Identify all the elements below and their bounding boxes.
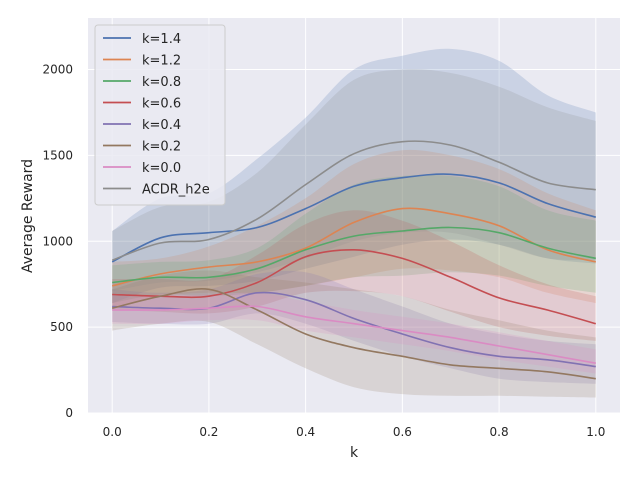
band-k-0-4 (112, 270, 596, 384)
x-axis-ticks: 0.0 0.2 0.4 0.6 0.8 1.0 (103, 425, 606, 439)
legend-label-k-1-4: k=1.4 (142, 32, 181, 47)
band-k-1-2 (112, 149, 596, 309)
legend-label-acdr-h2e: ACDR_h2e (142, 183, 210, 198)
y-axis-label: Average Reward (20, 159, 36, 273)
line-k-0-2 (112, 288, 596, 380)
line-k-1-4 (111, 173, 597, 263)
x-tick-label: 0.4 (296, 425, 315, 439)
line-k-0-0 (112, 305, 596, 364)
line-k-0-8 (112, 226, 596, 284)
line-k-0-6 (112, 248, 597, 325)
band-k-0-8 (112, 174, 596, 304)
legend-label-k-0-0: k=0.0 (142, 161, 181, 176)
y-tick-label: 1500 (42, 148, 73, 162)
legend-label-k-1-2: k=1.2 (142, 54, 181, 69)
x-tick-label: 0.2 (199, 425, 218, 439)
x-tick-label: 0.0 (103, 425, 122, 439)
x-axis-label: k (350, 445, 359, 461)
x-tick-label: 1.0 (586, 425, 605, 439)
legend-box (94, 24, 226, 206)
x-tick-label: 0.8 (490, 425, 509, 439)
y-tick-label: 0 (65, 406, 73, 420)
y-tick-label: 2000 (42, 63, 73, 77)
legend-label-k-0-8: k=0.8 (142, 75, 181, 90)
y-axis-ticks: 0 500 1000 1500 2000 (42, 63, 73, 420)
line-k-1-2 (112, 207, 596, 287)
band-acdr-h2e (112, 69, 596, 292)
legend-label-k-0-6: k=0.6 (142, 97, 181, 112)
legend: k=1.4 k=1.2 k=0.8 k=0.6 k=0.4 k=0.2 k=0.0 ACDR_… (94, 24, 226, 206)
series-lines (111, 140, 597, 380)
band-k-0-6 (112, 210, 596, 341)
legend-label-k-0-4: k=0.4 (142, 118, 181, 133)
x-tick-label: 0.6 (393, 425, 412, 439)
y-tick-label: 500 (50, 320, 73, 334)
band-k-0-2 (112, 270, 596, 398)
band-k-1-4 (112, 48, 596, 304)
line-acdr-h2e (111, 140, 596, 261)
y-tick-label: 1000 (42, 234, 73, 248)
legend-label-k-0-2: k=0.2 (142, 140, 181, 155)
